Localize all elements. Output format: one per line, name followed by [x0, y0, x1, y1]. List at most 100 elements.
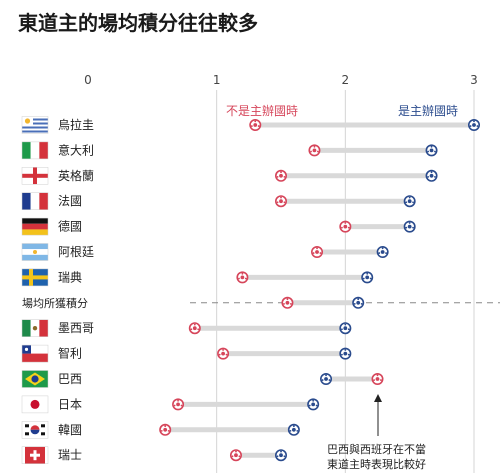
host-point-center	[291, 427, 296, 432]
non-host-point-center	[240, 275, 245, 280]
non-host-point-patch	[276, 175, 279, 178]
host-point-patch	[362, 277, 365, 280]
non-host-point	[249, 119, 262, 132]
host-point-patch	[341, 353, 343, 356]
non-host-point-center	[234, 453, 238, 458]
flag-france	[21, 192, 49, 210]
host-point-center	[429, 173, 434, 178]
host-point-patch	[366, 272, 369, 275]
host-point-patch	[434, 175, 436, 178]
country-label: 法國	[58, 194, 82, 208]
host-point-patch	[473, 120, 475, 123]
flag-england	[21, 167, 49, 185]
x-tick-0: 0	[84, 73, 92, 87]
non-host-point	[371, 372, 384, 385]
non-host-point-patch	[283, 201, 286, 204]
non-host-point-patch	[286, 298, 289, 301]
host-point	[376, 246, 389, 259]
non-host-point	[188, 322, 201, 335]
non-host-point-patch	[283, 302, 285, 305]
flag-sweden	[21, 268, 49, 287]
host-point-center	[407, 199, 412, 204]
country-label: 英格蘭	[58, 168, 94, 183]
flag-red	[39, 141, 48, 159]
host-point-patch	[405, 226, 408, 229]
host-point-patch	[325, 374, 327, 377]
flag-border	[21, 217, 49, 236]
host-point	[467, 119, 480, 132]
host-point-patch	[385, 252, 387, 254]
flag-emblem	[32, 326, 38, 331]
host-point-center	[380, 250, 385, 254]
non-host-point-patch	[276, 201, 279, 204]
host-point-patch	[353, 302, 356, 305]
host-point-patch	[347, 353, 350, 356]
non-host-point-center	[192, 326, 197, 331]
country-row: 德國	[21, 217, 416, 236]
non-host-point-center	[221, 351, 226, 356]
flag-border	[21, 421, 49, 439]
country-row: 韓國	[21, 421, 300, 439]
flag-cross-h	[22, 275, 48, 280]
host-point-patch	[469, 125, 472, 127]
non-host-point-patch	[257, 125, 260, 127]
country-label: 智利	[58, 346, 82, 361]
country-row: 日本	[21, 395, 320, 414]
host-point-patch	[292, 425, 295, 428]
host-point-patch	[378, 252, 381, 254]
host-point-center	[343, 351, 348, 356]
flag-argentina	[21, 243, 49, 261]
flag-border	[21, 395, 49, 414]
flag-border	[21, 446, 49, 464]
flag-blue	[22, 192, 31, 210]
country-row: 烏拉圭	[21, 116, 480, 134]
host-point-patch	[430, 171, 433, 174]
host-point-patch	[328, 379, 331, 381]
flag-border	[21, 319, 49, 337]
flag-green	[22, 319, 31, 337]
flag-green	[22, 141, 31, 159]
non-host-point-center	[343, 224, 348, 229]
non-host-point	[339, 220, 352, 233]
non-host-point-center	[176, 402, 180, 407]
non-host-point-patch	[283, 175, 286, 178]
non-host-point-center	[253, 123, 258, 127]
non-host-point-patch	[254, 120, 257, 123]
flag-taeguk-top	[30, 425, 40, 430]
host-point-patch	[360, 302, 363, 305]
non-host-point-patch	[225, 353, 228, 356]
country-row: 法國	[21, 192, 416, 210]
country-row: 瑞典	[21, 268, 374, 287]
country-label: 巴西	[58, 372, 82, 386]
host-point-patch	[476, 125, 479, 127]
host-point-patch	[321, 379, 324, 381]
non-host-point-center	[315, 250, 319, 254]
host-point	[320, 372, 333, 385]
host-point-center	[429, 148, 434, 153]
non-host-point-patch	[218, 353, 221, 356]
non-host-point	[274, 195, 287, 208]
host-point	[274, 449, 287, 462]
host-point-center	[311, 402, 316, 407]
host-point-center	[356, 300, 361, 305]
flag-border	[21, 243, 49, 261]
host-point-patch	[412, 226, 414, 229]
country-label: 阿根廷	[58, 245, 94, 259]
non-host-point	[311, 246, 324, 259]
flag-italy	[21, 141, 49, 160]
non-host-point-patch	[280, 171, 282, 174]
non-host-point-patch	[376, 374, 379, 377]
flag-cross-h	[22, 173, 48, 178]
non-host-point-patch	[193, 323, 196, 326]
x-tick-labels: 0 1 2 3	[84, 73, 478, 87]
non-host-point-patch	[190, 328, 193, 331]
non-host-point-patch	[310, 150, 312, 153]
host-point-center	[324, 377, 328, 381]
flag-stripe	[22, 118, 48, 121]
non-host-point-patch	[160, 429, 163, 432]
non-host-point-patch	[312, 252, 315, 254]
host-point-patch	[434, 150, 436, 153]
flag-globe	[31, 375, 39, 383]
host-point-patch	[296, 429, 299, 432]
